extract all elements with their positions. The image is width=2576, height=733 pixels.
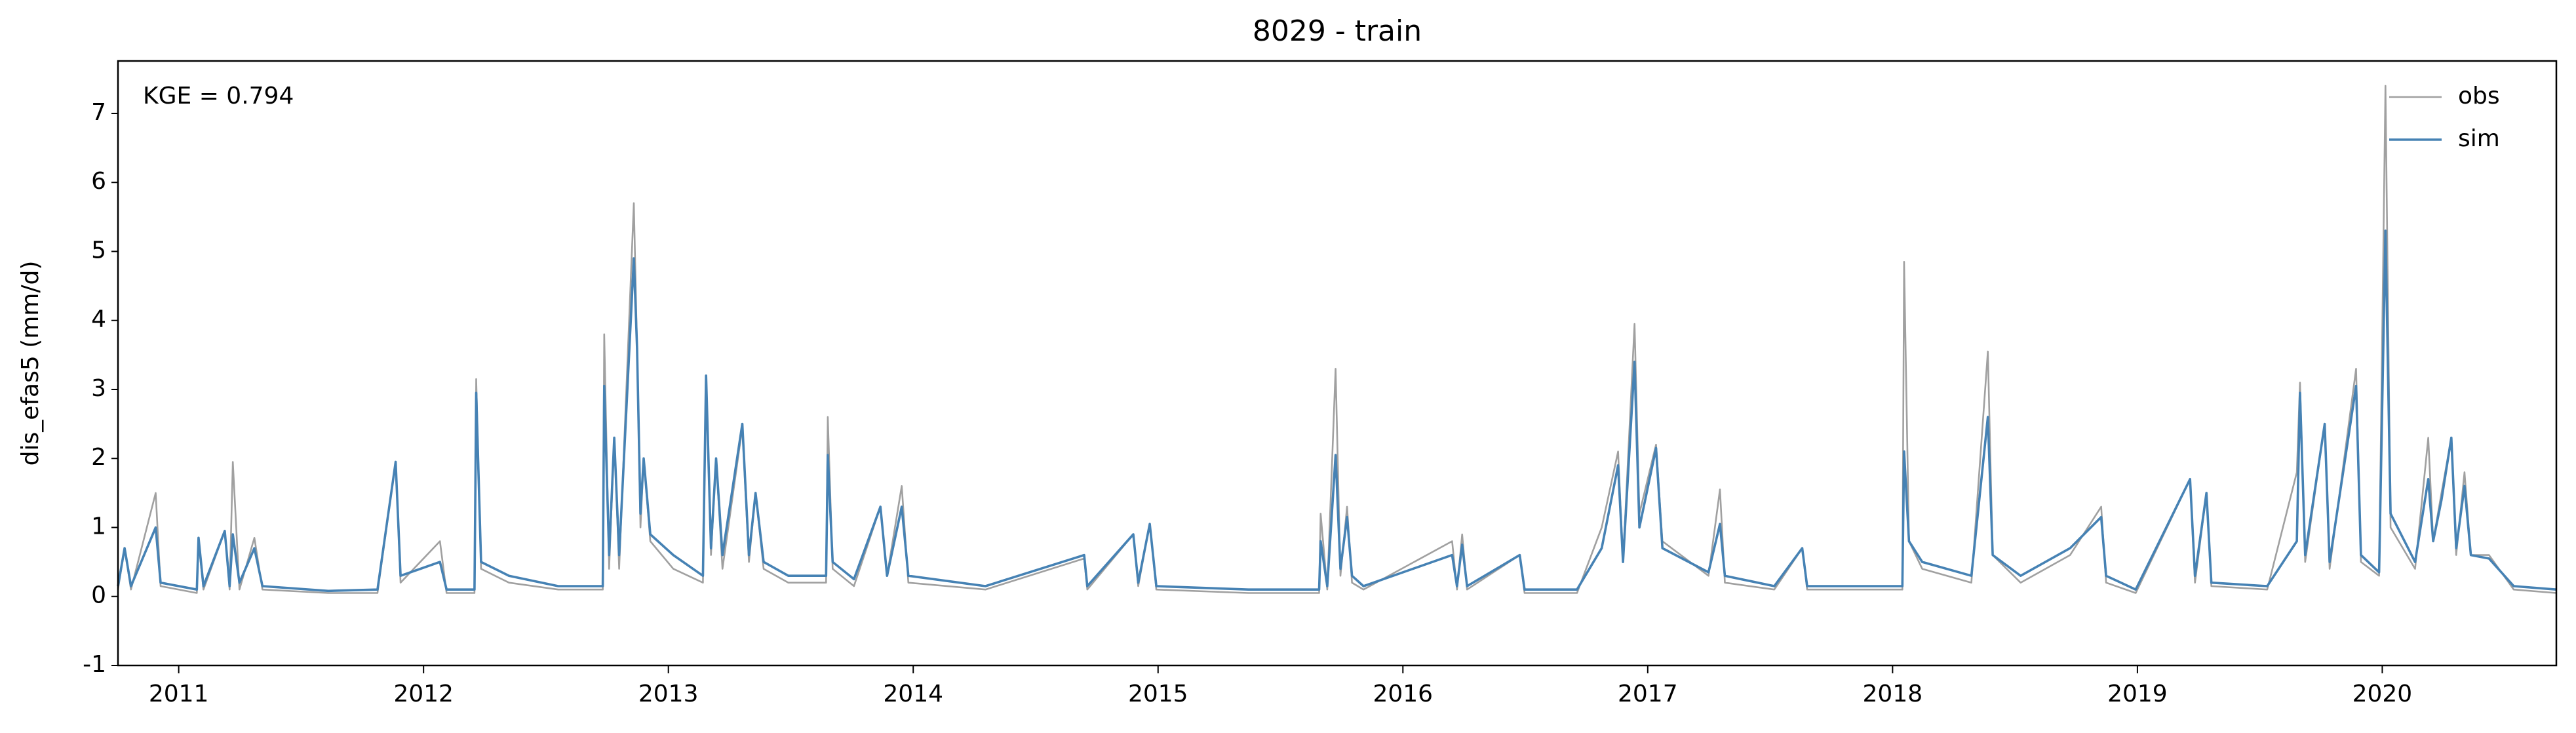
y-axis-label: dis_efas5 (mm/d)	[17, 261, 44, 466]
y-tick-label: 0	[91, 582, 106, 609]
plot-frame	[117, 60, 2558, 667]
x-tick-label: 2012	[393, 681, 454, 707]
x-tick-label: 2020	[2352, 681, 2413, 707]
y-tick-label: 7	[91, 99, 106, 126]
series-line	[117, 229, 2557, 593]
annotation: KGE = 0.794	[143, 83, 294, 109]
y-tick-label: 1	[91, 513, 106, 540]
x-tick-label: 2018	[1863, 681, 1923, 707]
x-tick-label: 2019	[2107, 681, 2168, 707]
x-tick-label: 2016	[1373, 681, 1433, 707]
y-tick-label: 5	[91, 237, 106, 264]
y-tick-label: -1	[83, 651, 106, 678]
x-tick-label: 2015	[1128, 681, 1188, 707]
y-tick-label: 6	[91, 168, 106, 195]
x-tick-label: 2017	[1618, 681, 1678, 707]
chart-title: 8029 - train	[1253, 14, 1422, 48]
x-tick-label: 2014	[883, 681, 943, 707]
y-tick-label: 3	[91, 375, 106, 402]
x-tick-label: 2011	[149, 681, 209, 707]
x-tick-label: 2013	[638, 681, 699, 707]
legend-label: sim	[2458, 125, 2500, 152]
legend-label: obs	[2458, 83, 2500, 109]
y-tick-label: 4	[91, 306, 106, 333]
y-tick-label: 2	[91, 444, 106, 471]
